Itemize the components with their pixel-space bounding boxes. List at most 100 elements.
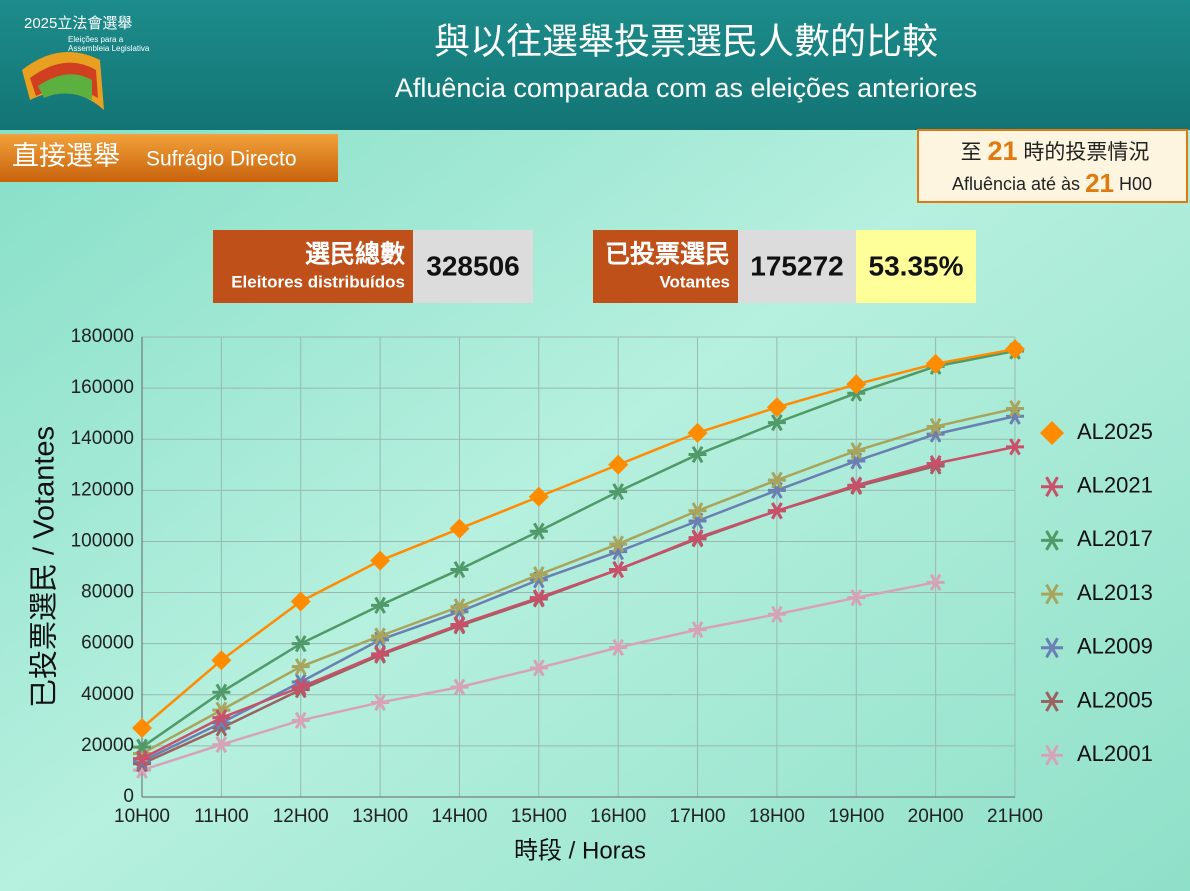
legend-marker — [1040, 421, 1064, 445]
status-hour: 21 — [987, 136, 1017, 166]
data-point — [371, 627, 390, 645]
legend-label: AL2021 — [1077, 473, 1153, 498]
title: 與以往選舉投票選民人數的比較 — [434, 21, 938, 62]
stat-label-pt: Eleitores distribuídos — [231, 272, 405, 291]
status-zh: 至 21 時的投票情況 — [961, 136, 1150, 166]
logo: 2025立法會選舉 Eleições para a Assembleia Leg… — [22, 15, 150, 110]
x-tick-label: 16H00 — [590, 806, 646, 827]
legend-marker — [1041, 530, 1063, 551]
status-hour: 21 — [1085, 168, 1114, 198]
stat-value-box — [413, 230, 533, 303]
logo-line: Eleições para a — [68, 35, 124, 44]
data-point — [528, 486, 549, 507]
y-tick-label: 60000 — [81, 633, 134, 654]
x-tick-label: 17H00 — [670, 806, 726, 827]
y-tick-label: 20000 — [81, 735, 134, 756]
status-text: H00 — [1119, 174, 1152, 194]
y-tick-label: 100000 — [71, 530, 134, 551]
data-point — [926, 417, 945, 435]
status-pt: Afluência até às 21 H00 — [952, 168, 1152, 198]
legend-marker — [1041, 583, 1063, 605]
series-line — [141, 445, 1016, 760]
legend-label: AL2025 — [1077, 419, 1153, 444]
data-point — [925, 353, 946, 374]
data-point — [450, 678, 469, 696]
y-tick-label: 140000 — [71, 428, 134, 449]
legend-marker — [1041, 691, 1063, 712]
data-point — [291, 711, 310, 729]
data-point — [609, 561, 628, 579]
series-line — [141, 349, 1016, 749]
data-point — [290, 591, 311, 612]
x-tick-label: 19H00 — [828, 806, 884, 827]
data-point — [926, 573, 945, 591]
data-point — [1006, 400, 1024, 418]
stat-percent: 53.35% — [869, 250, 964, 281]
series-line — [141, 347, 1016, 729]
x-tick-label: 15H00 — [511, 806, 567, 827]
stat-label-zh: 選民總數 — [305, 240, 405, 269]
data-point — [291, 635, 310, 653]
legend-marker — [1041, 476, 1063, 497]
x-tick-label: 10H00 — [114, 806, 170, 827]
stat-label-box — [213, 230, 413, 303]
status-text: 時的投票情況 — [1023, 141, 1149, 164]
data-point — [1005, 339, 1025, 360]
data-point — [529, 659, 548, 677]
x-tick-label: 21H00 — [987, 806, 1043, 827]
data-point — [1006, 438, 1024, 456]
data-point — [450, 598, 469, 616]
header-bar — [0, 0, 1190, 130]
x-tick-label: 18H00 — [749, 806, 805, 827]
data-point — [529, 589, 548, 607]
stat-percent-box — [856, 230, 976, 303]
legend-label: AL2005 — [1077, 687, 1153, 712]
data-point — [449, 518, 470, 539]
y-tick-label: 120000 — [71, 479, 134, 500]
plot: 0 20000 40000 60000 80000 100000 120000 140000 1… — [71, 326, 1153, 827]
logo-line: Assembleia Legislativa — [68, 44, 150, 53]
y-tick-label: 80000 — [81, 582, 134, 603]
legend-label: AL2013 — [1077, 580, 1153, 605]
y-tick-label: 40000 — [81, 684, 134, 705]
badge-pt: Sufrágio Directo — [146, 148, 297, 171]
data-point — [132, 718, 152, 738]
data-point — [609, 535, 628, 553]
badge-zh: 直接選舉 — [12, 141, 120, 171]
y-axis-label: 已投票選民 / Votantes — [28, 426, 61, 708]
data-point — [370, 550, 391, 571]
data-point — [688, 446, 707, 464]
legend-label: AL2009 — [1077, 634, 1153, 659]
data-point — [212, 709, 231, 727]
data-point — [847, 442, 866, 460]
data-point — [211, 650, 232, 671]
data-point — [766, 397, 787, 418]
data-point — [212, 683, 231, 701]
data-point — [291, 658, 310, 676]
subtitle: Afluência comparada com as eleições ante… — [395, 73, 977, 103]
status-text: 至 — [961, 141, 982, 164]
data-point — [926, 454, 945, 473]
data-point — [609, 638, 628, 657]
data-point — [687, 422, 708, 443]
data-point — [608, 454, 629, 475]
series-line — [141, 415, 1016, 763]
data-point — [529, 566, 548, 584]
logo-year: 2025立法會選舉 — [24, 15, 132, 32]
legend-marker — [1041, 637, 1063, 659]
badge — [0, 134, 338, 182]
stat-value-box — [738, 230, 856, 303]
data-point — [371, 596, 390, 614]
data-point — [688, 529, 707, 547]
y-tick-label: 160000 — [71, 377, 134, 398]
y-tick-label: 0 — [123, 786, 134, 807]
data-point — [450, 561, 469, 579]
data-point — [212, 736, 231, 754]
data-point — [847, 589, 866, 607]
data-point — [609, 483, 628, 501]
data-point — [450, 615, 469, 634]
data-point — [767, 502, 786, 520]
stat-value: 175272 — [750, 250, 843, 281]
data-point — [371, 645, 390, 663]
